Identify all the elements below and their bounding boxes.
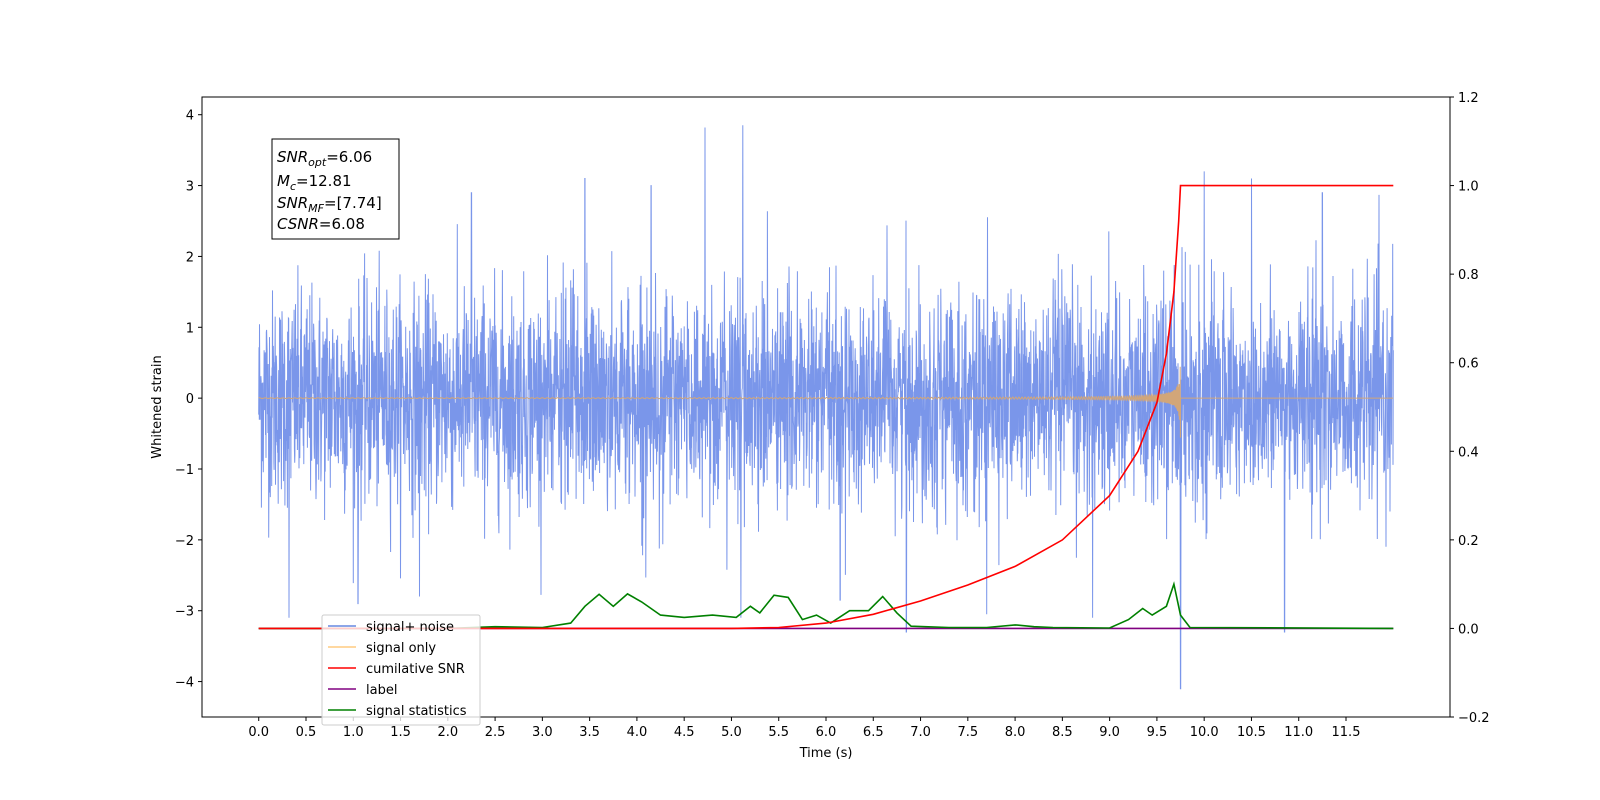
legend-item: cumilative SNR: [328, 662, 465, 677]
y-axis-label: Whitened strain: [150, 355, 165, 458]
legend-label: signal statistics: [366, 704, 467, 719]
y2-tick-label: 0.2: [1458, 534, 1479, 549]
x-tick-label: 9.5: [1147, 725, 1168, 740]
y-axis-right: 1.2 1.0 0.8 0.6 0.4 0.2 0.0 −0.2: [1450, 91, 1490, 726]
x-tick-label: 11.5: [1332, 725, 1361, 740]
x-tick-label: 11.0: [1284, 725, 1313, 740]
y2-tick-label: 0.0: [1458, 622, 1479, 637]
y2-tick-label: 0.4: [1458, 445, 1479, 460]
y-tick-label: 4: [186, 109, 194, 124]
x-tick-label: 4.0: [627, 725, 648, 740]
x-tick-label: 9.0: [1099, 725, 1120, 740]
x-axis-label: Time (s): [799, 746, 853, 761]
legend-item: signal+ noise: [328, 620, 454, 635]
x-tick-label: 4.5: [674, 725, 695, 740]
x-tick-label: 6.0: [816, 725, 837, 740]
legend-item: signal only: [328, 641, 436, 656]
legend-frame: [321, 614, 481, 726]
x-tick-label: 2.0: [437, 725, 458, 740]
y-tick-label: 1: [186, 321, 194, 336]
x-tick-label: 0.0: [248, 725, 269, 740]
x-axis: 0.0 0.5 1.0 1.5 2.0 2.5 3.0 3.5 4.0 4.5 5.0 5.5 6.0 6…: [248, 717, 1360, 740]
legend: signal+ noise signal only cumilative SNR…: [321, 614, 481, 726]
y2-tick-label: 0.8: [1458, 268, 1479, 283]
y2-tick-label: 1.0: [1458, 180, 1479, 195]
x-tick-label: 6.5: [863, 725, 884, 740]
y-tick-label: −1: [175, 463, 194, 478]
legend-label: cumilative SNR: [366, 662, 465, 677]
series-signal-statistics: [258, 581, 1394, 630]
annotation-frame: [271, 138, 400, 240]
series-signal-only: [258, 366, 1394, 438]
x-tick-label: 1.0: [343, 725, 364, 740]
y2-tick-label: 0.6: [1458, 357, 1479, 372]
x-tick-label: 3.5: [579, 725, 600, 740]
x-tick-label: 8.5: [1052, 725, 1073, 740]
legend-label: signal+ noise: [366, 620, 454, 635]
snr-mf-text: SNRMF=[7.74]: [277, 194, 382, 215]
x-tick-label: 7.0: [910, 725, 931, 740]
y-axis-left: 4 3 2 1 0 −1 −2 −3 −4: [175, 109, 202, 691]
snr-opt-text: SNRopt=6.06: [277, 148, 372, 169]
x-tick-label: 0.5: [296, 725, 317, 740]
series-cumulative-snr: [258, 184, 1394, 630]
y-tick-label: 2: [186, 250, 194, 265]
x-tick-label: 5.0: [721, 725, 742, 740]
x-tick-label: 8.0: [1005, 725, 1026, 740]
y-tick-label: 0: [186, 392, 194, 407]
annotation-box: SNRopt=6.06 Mc=12.81 SNRMF=[7.74] CSNR=6…: [271, 138, 400, 240]
csnr-text: CSNR=6.08: [277, 215, 365, 233]
y-tick-label: −4: [175, 676, 194, 691]
x-tick-label: 5.5: [768, 725, 789, 740]
x-tick-label: 3.0: [532, 725, 553, 740]
x-tick-label: 1.5: [390, 725, 411, 740]
y2-tick-label: −0.2: [1458, 711, 1490, 726]
x-tick-label: 7.5: [957, 725, 978, 740]
x-tick-label: 10.5: [1237, 725, 1266, 740]
series-layer: [258, 125, 1394, 690]
x-tick-label: 2.5: [485, 725, 506, 740]
legend-item: label: [328, 683, 397, 698]
y-tick-label: −2: [175, 534, 194, 549]
legend-item: signal statistics: [328, 704, 467, 719]
x-tick-label: 10.0: [1190, 725, 1219, 740]
y2-tick-label: 1.2: [1458, 91, 1479, 106]
legend-label: signal only: [366, 641, 436, 656]
y-tick-label: −3: [175, 605, 194, 620]
series-signal-noise: [258, 125, 1394, 690]
mc-text: Mc=12.81: [277, 172, 352, 193]
y-tick-label: 3: [186, 180, 194, 195]
legend-label: label: [366, 683, 397, 698]
